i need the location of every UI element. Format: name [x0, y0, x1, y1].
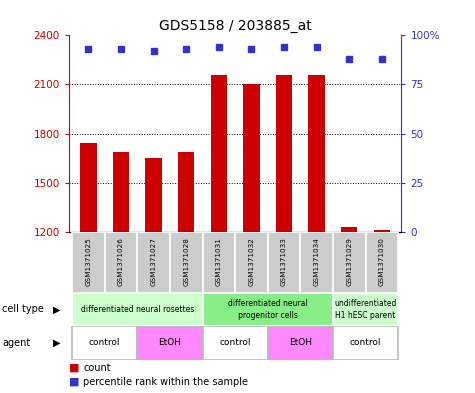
- Bar: [137, 326, 202, 360]
- Bar: [211, 75, 227, 232]
- Bar: [145, 158, 162, 232]
- Bar: [333, 293, 398, 326]
- Text: differentiated neural rosettes: differentiated neural rosettes: [81, 305, 194, 314]
- Bar: [72, 293, 202, 326]
- Text: count: count: [83, 363, 111, 373]
- Text: GSM1371033: GSM1371033: [281, 237, 287, 286]
- Bar: [80, 143, 96, 232]
- Text: GSM1371025: GSM1371025: [86, 237, 91, 286]
- Text: GSM1371026: GSM1371026: [118, 237, 124, 286]
- Text: GSM1371030: GSM1371030: [379, 237, 385, 286]
- Bar: [104, 232, 137, 293]
- Text: ▶: ▶: [53, 305, 61, 314]
- Text: ■: ■: [69, 377, 79, 387]
- Bar: [268, 232, 300, 293]
- Bar: [333, 232, 366, 293]
- Bar: [113, 152, 129, 232]
- Bar: [366, 232, 398, 293]
- Text: GSM1371028: GSM1371028: [183, 237, 189, 286]
- Bar: [374, 230, 390, 232]
- Text: ■: ■: [69, 363, 79, 373]
- Text: control: control: [89, 338, 121, 347]
- Bar: [202, 293, 333, 326]
- Title: GDS5158 / 203885_at: GDS5158 / 203885_at: [159, 19, 312, 33]
- Bar: [341, 227, 357, 232]
- Bar: [170, 232, 202, 293]
- Bar: [72, 326, 137, 360]
- Text: GSM1371027: GSM1371027: [151, 237, 157, 286]
- Text: GSM1371031: GSM1371031: [216, 237, 222, 286]
- Text: GSM1371034: GSM1371034: [314, 237, 320, 286]
- Text: ▶: ▶: [53, 338, 61, 348]
- Text: GSM1371029: GSM1371029: [346, 237, 352, 286]
- Text: agent: agent: [2, 338, 30, 348]
- Text: control: control: [350, 338, 381, 347]
- Text: differentiated neural
progenitor cells: differentiated neural progenitor cells: [228, 299, 307, 320]
- Bar: [235, 232, 268, 293]
- Text: control: control: [219, 338, 251, 347]
- Text: undifferentiated
H1 hESC parent: undifferentiated H1 hESC parent: [334, 299, 397, 320]
- Bar: [72, 232, 104, 293]
- Text: GSM1371032: GSM1371032: [248, 237, 255, 286]
- Text: EtOH: EtOH: [159, 338, 181, 347]
- Bar: [202, 232, 235, 293]
- Bar: [333, 326, 398, 360]
- Bar: [268, 326, 333, 360]
- Text: EtOH: EtOH: [289, 338, 312, 347]
- Bar: [308, 75, 325, 232]
- Bar: [202, 326, 268, 360]
- Text: cell type: cell type: [2, 305, 44, 314]
- Bar: [137, 232, 170, 293]
- Bar: [178, 152, 194, 232]
- Bar: [243, 84, 259, 232]
- Bar: [300, 232, 333, 293]
- Bar: [276, 75, 292, 232]
- Text: percentile rank within the sample: percentile rank within the sample: [83, 377, 248, 387]
